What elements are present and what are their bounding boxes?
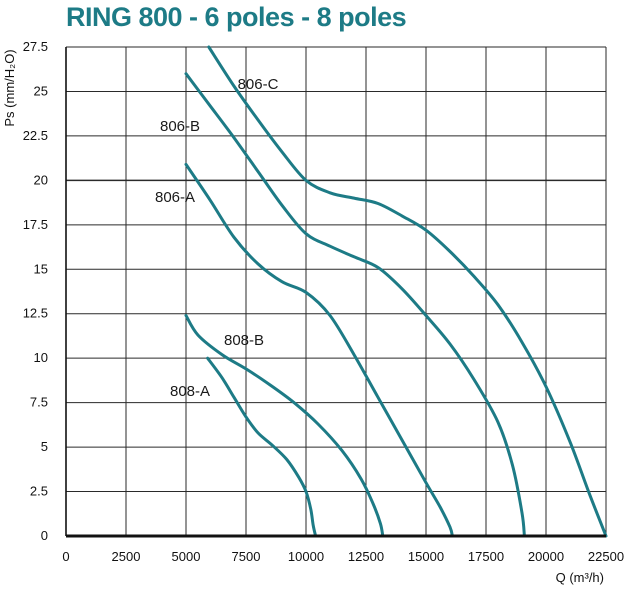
x-tick-label: 20000: [528, 549, 564, 564]
y-tick-label: 20: [34, 172, 48, 187]
curve-label-808-a: 808-A: [170, 383, 210, 400]
series-line-808-b: [184, 314, 385, 538]
y-tick-label: 25: [34, 83, 48, 98]
tick-labels: 0 2500 5000 7500 10000 12500 15000 17500 20000 22…: [23, 39, 624, 564]
x-tick-label: 5000: [172, 549, 201, 564]
series-line-806-b: [184, 72, 526, 538]
y-tick-label: 2.5: [30, 484, 48, 499]
curve-label-806-c: 806-C: [238, 76, 279, 93]
curves: [184, 45, 608, 538]
x-tick-label: 10000: [288, 549, 324, 564]
curve-label-806-a: 806-A: [155, 189, 195, 206]
y-tick-label: 22.5: [23, 128, 48, 143]
x-tick-label: 17500: [468, 549, 504, 564]
y-tick-label: 15: [34, 261, 48, 276]
x-tick-label: 0: [62, 549, 69, 564]
y-tick-label: 10: [34, 350, 48, 365]
x-axis-label: Q (m³/h): [556, 570, 604, 585]
grid: [66, 46, 607, 536]
curve-label-806-b: 806-B: [160, 118, 200, 135]
y-axis-label: Ps (mm/H₂O): [2, 49, 17, 126]
x-tick-label: 7500: [232, 549, 261, 564]
x-tick-label: 22500: [588, 549, 624, 564]
chart-title: RING 800 - 6 poles - 8 poles: [66, 2, 407, 32]
x-tick-label: 12500: [348, 549, 384, 564]
curve-labels: 806-C 806-B 806-A 808-B 808-A: [155, 76, 279, 400]
series-line-806-a: [184, 162, 454, 538]
y-tick-label: 7.5: [30, 395, 48, 410]
y-tick-label: 27.5: [23, 39, 48, 54]
x-tick-label: 15000: [408, 549, 444, 564]
y-tick-label: 12.5: [23, 306, 48, 321]
axes: [65, 47, 606, 538]
y-tick-label: 5: [41, 439, 48, 454]
y-tick-label: 17.5: [23, 217, 48, 232]
x-tick-label: 2500: [112, 549, 141, 564]
y-tick-label: 0: [41, 528, 48, 543]
series-line-808-a: [206, 356, 318, 538]
series-line-806-c: [207, 45, 608, 538]
curve-label-808-b: 808-B: [224, 332, 264, 349]
